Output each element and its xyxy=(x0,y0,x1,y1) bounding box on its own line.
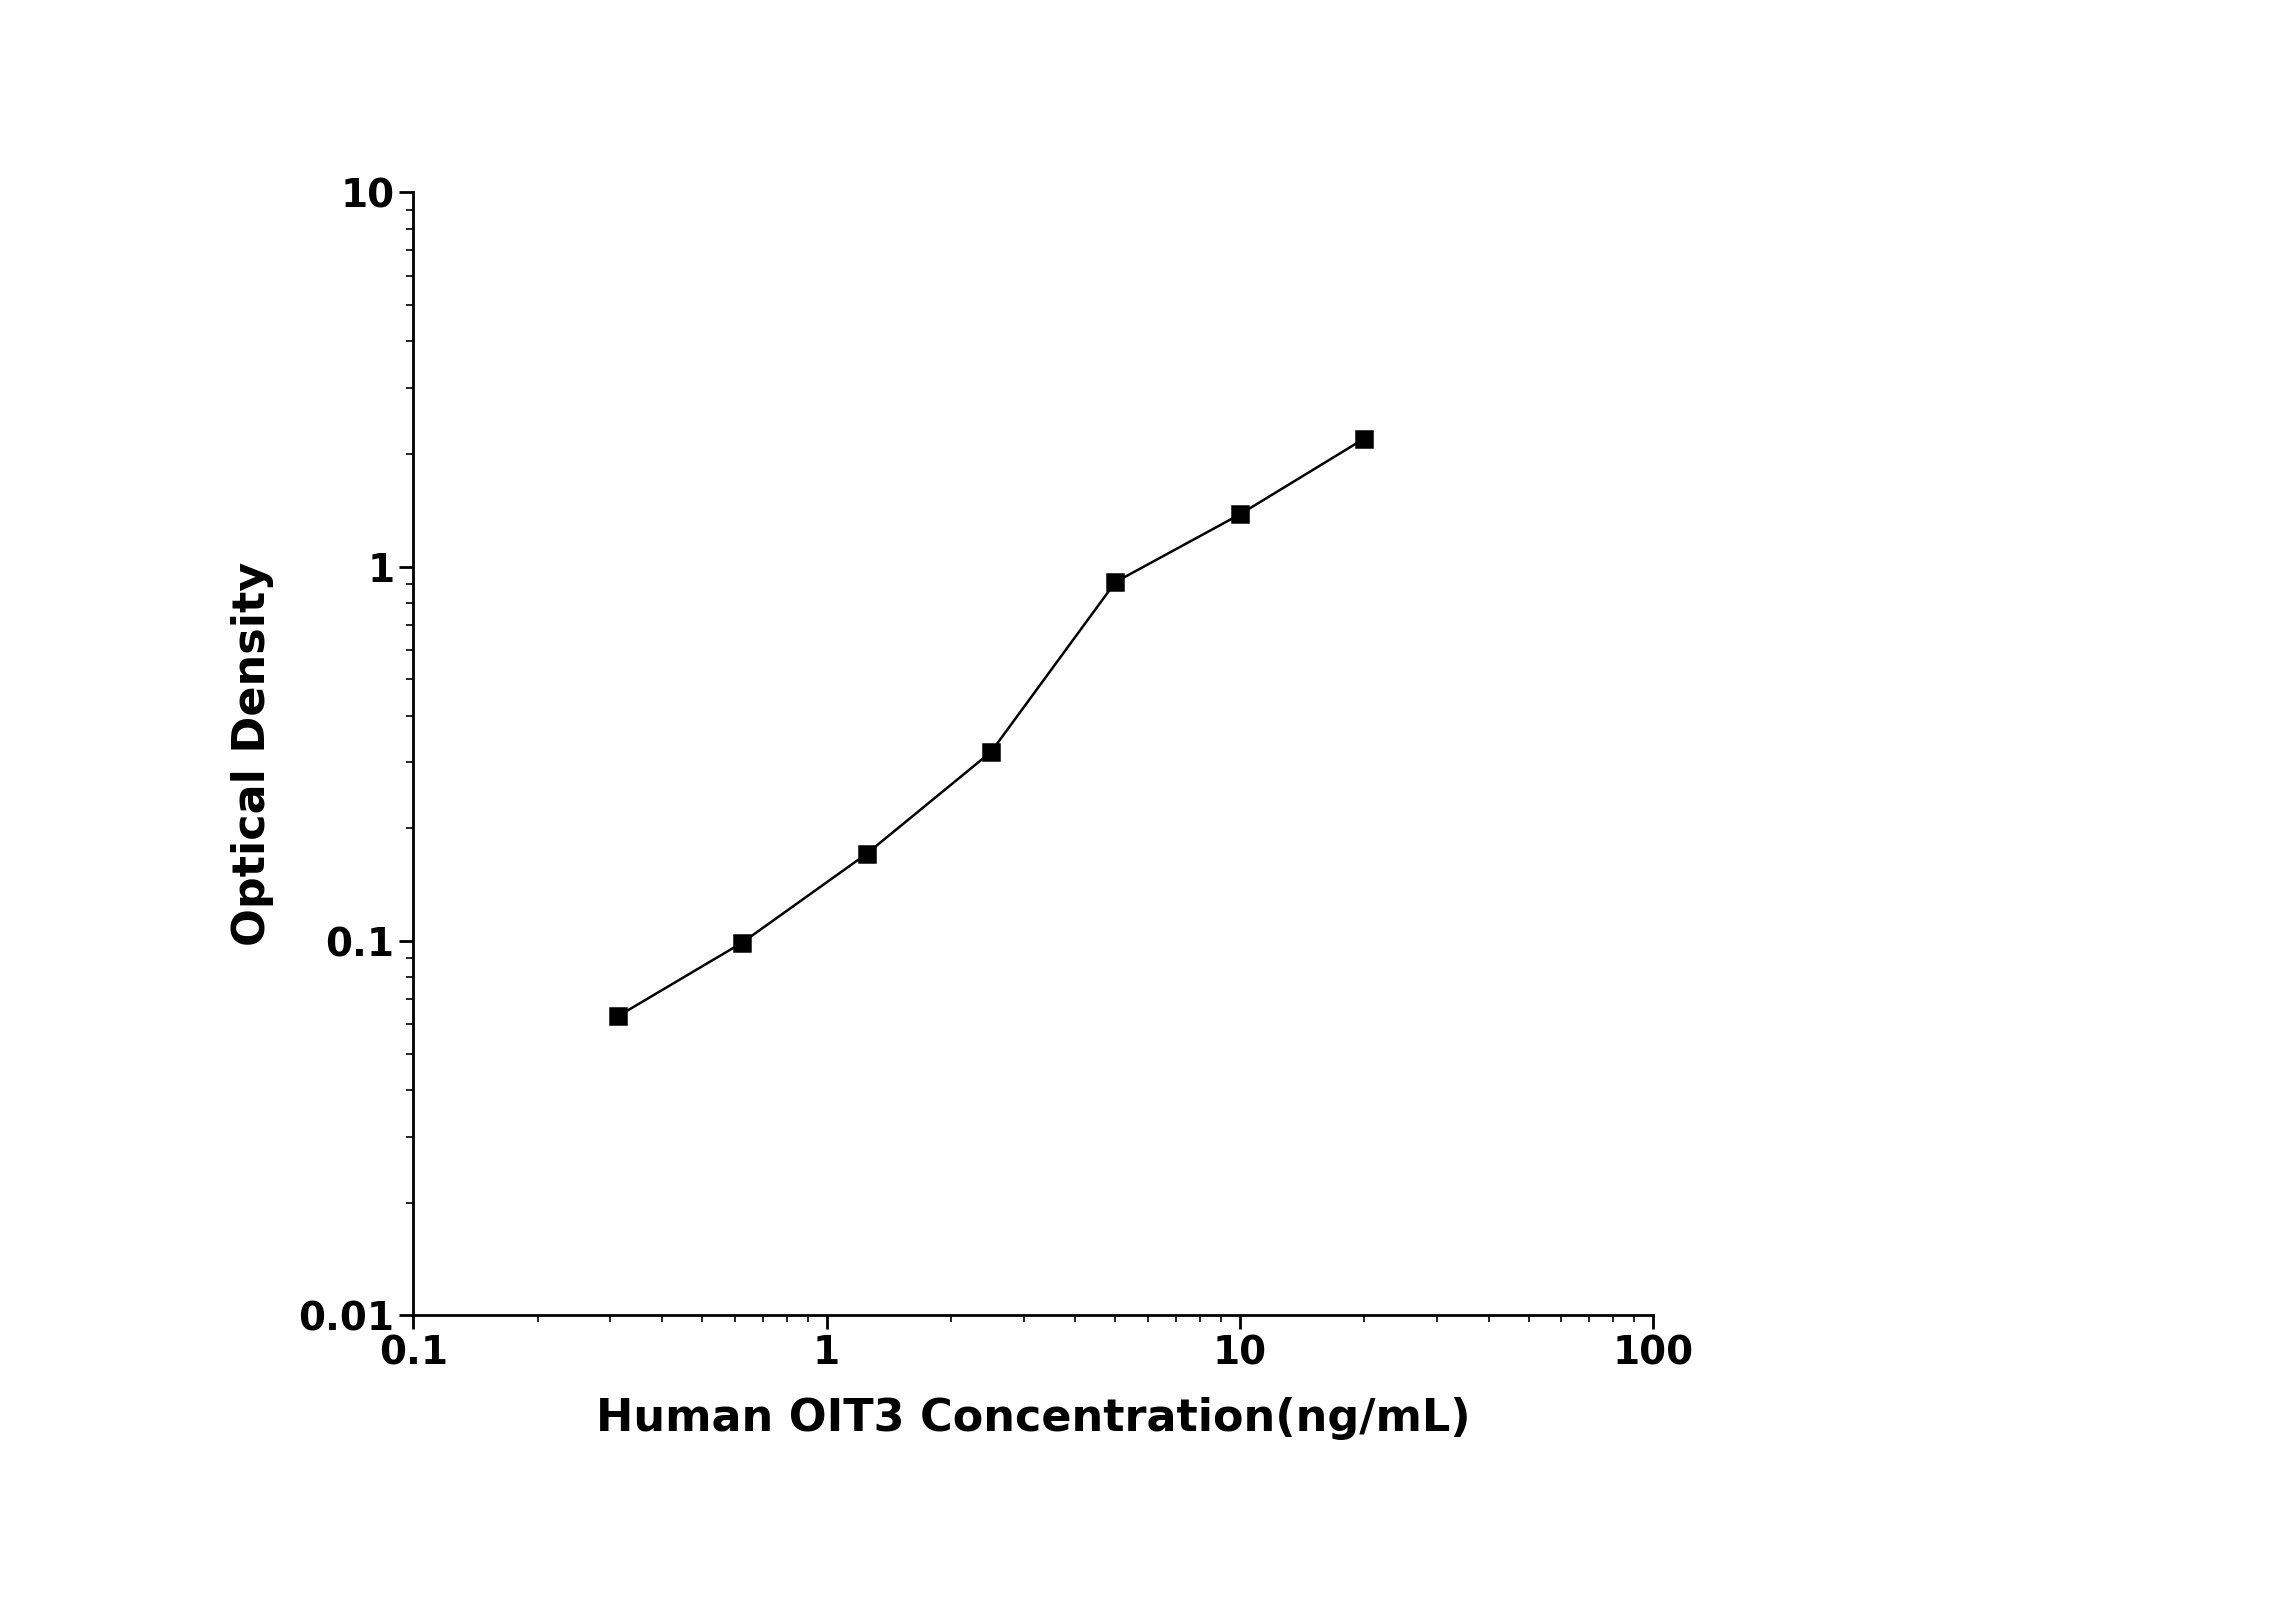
X-axis label: Human OIT3 Concentration(ng/mL): Human OIT3 Concentration(ng/mL) xyxy=(597,1397,1469,1440)
Y-axis label: Optical Density: Optical Density xyxy=(230,561,273,946)
